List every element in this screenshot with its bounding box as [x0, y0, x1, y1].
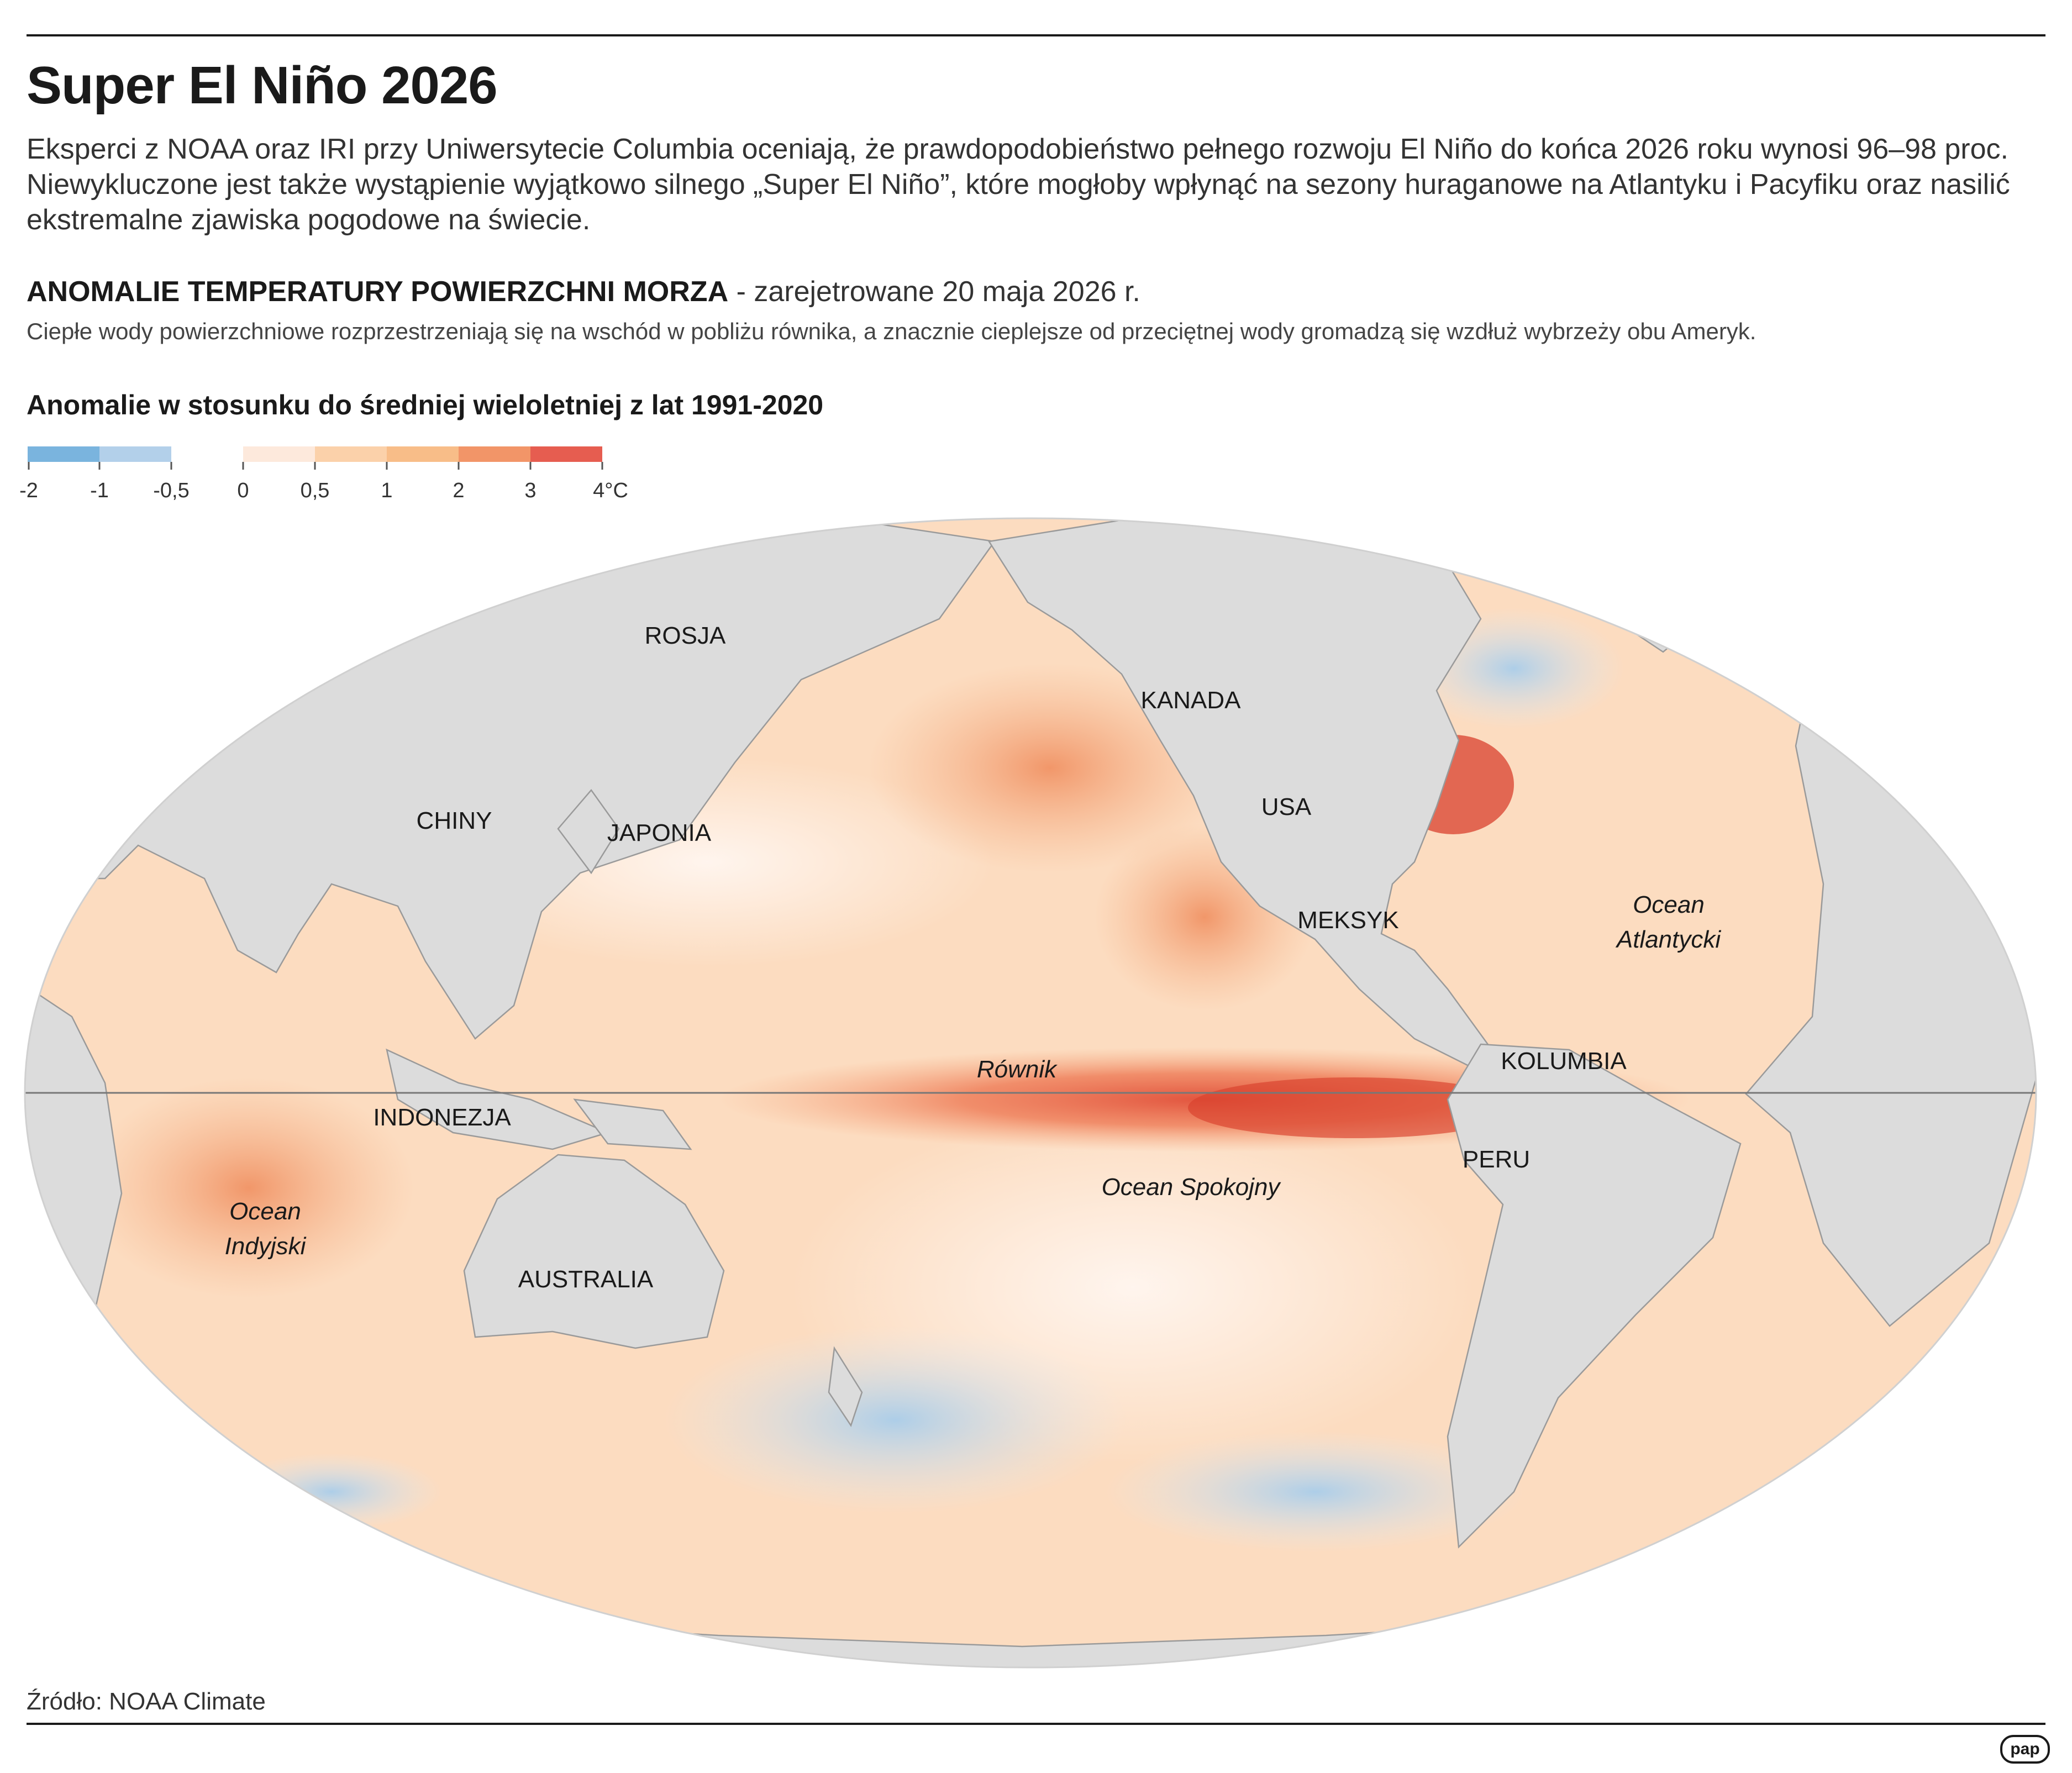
- legend-tick: -2: [19, 479, 38, 502]
- label-kanada: KANADA: [1141, 687, 1242, 714]
- legend-swatch: [459, 446, 530, 462]
- top-rule: [27, 34, 2045, 36]
- legend-swatch: [99, 446, 171, 462]
- label-kolumbia: KOLUMBIA: [1501, 1048, 1627, 1075]
- land-south-america: [1447, 1043, 1742, 1549]
- bottom-rule: [27, 1723, 2045, 1725]
- section-date: - zarejetrowane 20 maja 2026 r.: [728, 276, 1140, 308]
- section-subtitle: Ciepłe wody powierzchniowe rozprzestrzen…: [27, 318, 1757, 344]
- label-ocean-atlantycki-2: Atlantycki: [1615, 926, 1722, 953]
- legend-swatch: [387, 446, 459, 462]
- anomaly-warm-north-pacific: [867, 663, 1232, 873]
- label-chiny: CHINY: [417, 807, 492, 834]
- label-ocean-atlantycki-1: Ocean: [1633, 891, 1705, 918]
- label-australia: AUSTRALIA: [518, 1266, 654, 1293]
- anomaly-warm-indian: [83, 1077, 414, 1298]
- label-rownik: Równik: [977, 1056, 1058, 1083]
- source-note: Źródło: NOAA Climate: [27, 1688, 266, 1715]
- label-ocean-indyjski-1: Ocean: [229, 1198, 301, 1225]
- land-australia: [463, 1154, 725, 1349]
- label-peru: PERU: [1463, 1146, 1530, 1173]
- land-new-zealand: [828, 1346, 863, 1427]
- anomaly-cool-south-pacific: [663, 1326, 1127, 1514]
- land-japan: [557, 788, 620, 875]
- legend-swatch: [315, 446, 387, 462]
- lead-paragraph: Eksperci z NOAA oraz IRI przy Uniwersyte…: [27, 133, 2010, 236]
- legend-tick: 0: [237, 479, 249, 502]
- land-new-guinea: [573, 1098, 692, 1150]
- page-title: Super El Niño 2026: [27, 56, 498, 115]
- anomaly-cool-indian: [221, 1453, 442, 1530]
- land-north-america: [987, 518, 1493, 1067]
- legend-tick: 4°C: [593, 479, 628, 502]
- legend-tick: 1: [381, 479, 392, 502]
- label-ocean-indyjski-2: Indyjski: [225, 1233, 307, 1260]
- label-rosja: ROSJA: [645, 622, 726, 649]
- label-usa: USA: [1261, 793, 1312, 820]
- label-meksyk: MEKSYK: [1297, 907, 1398, 934]
- legend-tick: 0,5: [301, 479, 330, 502]
- label-japonia: JAPONIA: [607, 819, 712, 846]
- legend-tick: 2: [453, 479, 464, 502]
- section-heading: ANOMALIE TEMPERATURY POWIERZCHNI MORZA -…: [27, 275, 1140, 308]
- legend-tick: -1: [90, 479, 109, 502]
- color-legend: -2 -1 -0,5 0 0,5 1 2 3 4°C: [19, 446, 628, 502]
- legend-swatch: [243, 446, 315, 462]
- legend-tick: -0,5: [153, 479, 189, 502]
- pap-logo: pap: [2000, 1735, 2050, 1764]
- globe-outline: [24, 517, 2037, 1669]
- legend-tick: 3: [524, 479, 536, 502]
- legend-swatch: [530, 446, 602, 462]
- label-indonezja: INDONEZJA: [373, 1104, 511, 1131]
- legend-swatch: [28, 446, 99, 462]
- section-title: ANOMALIE TEMPERATURY POWIERZCHNI MORZA: [27, 276, 729, 308]
- label-ocean-spokojny: Ocean Spokojny: [1102, 1174, 1282, 1201]
- land-indonesia: [386, 1048, 610, 1150]
- anomaly-cool-southern-ocean: [1105, 1431, 1525, 1553]
- legend-title: Anomalie w stosunku do średniej wielolet…: [27, 390, 824, 420]
